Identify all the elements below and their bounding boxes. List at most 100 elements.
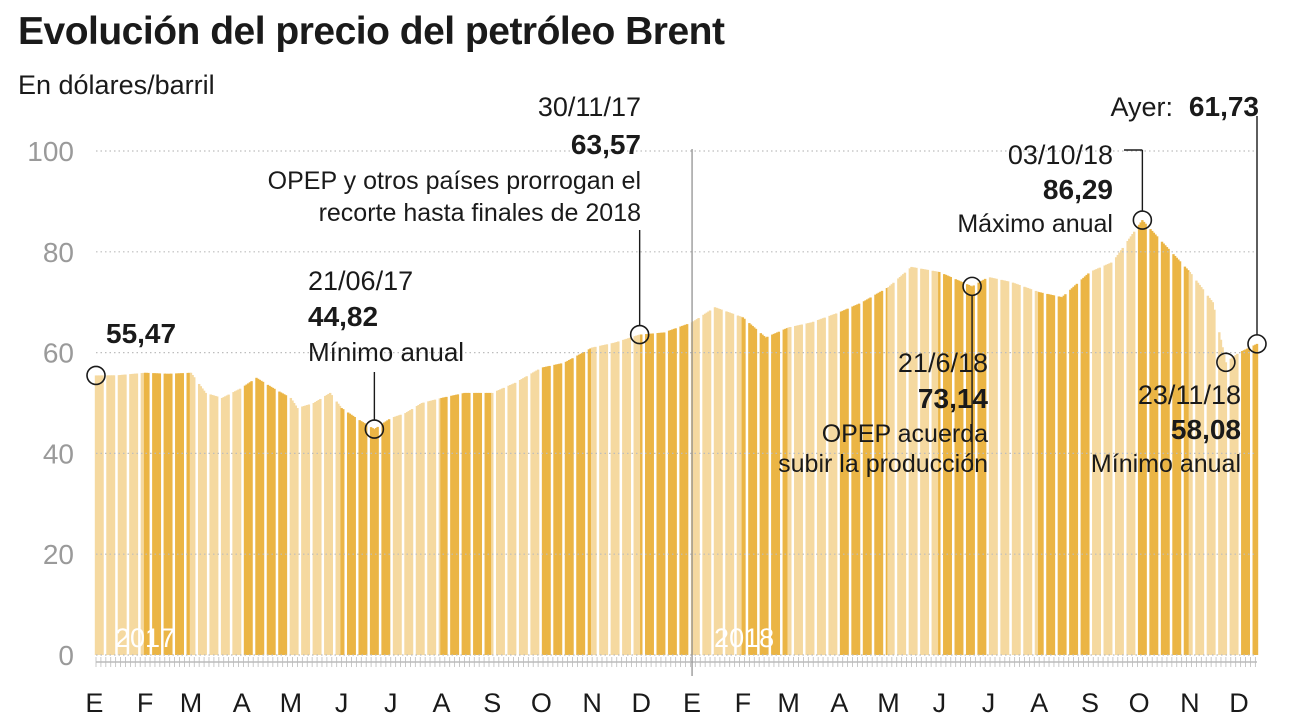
price-bar [509,385,512,655]
price-bar [776,332,779,655]
price-bar [1070,288,1074,655]
price-bar [1206,295,1210,655]
price-bar [271,387,275,655]
price-bar [1003,280,1007,655]
price-bar [1178,261,1182,655]
month-label: N [582,688,602,718]
price-bar [579,353,582,655]
price-bar [433,399,437,655]
price-bar [1093,269,1097,655]
price-bar [774,333,777,655]
price-bar [466,392,469,655]
price-bar [569,359,573,655]
price-bar [910,266,913,655]
annotation-value: 55,47 [106,318,176,349]
price-bar [795,325,799,655]
price-bar [900,275,903,655]
price-bar [1219,339,1223,655]
price-bar [1254,344,1257,655]
price-bar [289,397,293,655]
price-bar [590,347,594,655]
price-bar [387,419,391,655]
price-bar [386,420,389,655]
price-bar [947,276,951,655]
price-bar [1131,234,1134,655]
price-bar [943,274,946,655]
price-bar [1154,234,1157,655]
price-bar [455,394,458,655]
month-label: J [335,688,349,718]
price-bar [921,269,925,655]
price-bar [866,299,869,655]
price-bar [749,324,753,655]
price-bar [956,279,959,655]
y-tick-label: 60 [43,338,74,369]
price-bar [1234,355,1237,655]
price-bar [1152,232,1156,655]
price-bar [543,367,546,655]
price-bar [1213,309,1216,655]
price-bar [453,395,456,655]
price-bar [571,358,574,655]
price-bar [340,408,343,655]
price-bar [635,335,638,655]
price-bar [610,343,614,655]
price-bar [889,285,892,655]
price-bar [856,304,859,655]
price-bar [394,416,397,655]
price-bar [972,285,975,655]
price-bar [764,337,767,655]
price-bar [99,375,103,655]
price-bar [566,360,569,655]
annotation-text: subir la producción [778,450,988,478]
price-bar [1015,283,1018,655]
price-bar [898,277,902,655]
price-bar [1129,236,1133,655]
price-bar [291,400,294,655]
price-bar [248,382,252,655]
price-bar [147,372,150,655]
price-bar [852,305,856,655]
price-bar [111,375,114,655]
price-bar [615,341,618,655]
price-bar [577,354,581,655]
chart-title: Evolución del precio del petróleo Brent [18,10,725,53]
price-bar [1105,264,1108,655]
month-label: N [1180,688,1200,718]
price-bar [152,373,155,655]
price-bar [193,377,196,655]
price-bar [337,403,340,655]
price-bar [307,404,311,655]
price-bar [1096,268,1100,655]
price-bar [1245,348,1249,655]
price-bar [789,327,792,655]
price-bar [312,403,315,655]
price-bar [879,291,882,655]
price-bar [726,311,730,655]
month-label: M [280,688,303,718]
price-bar [672,328,676,655]
price-bar [594,346,597,655]
price-bar [823,317,826,655]
price-bar [703,313,707,655]
price-bar [261,381,265,655]
price-bar [278,391,281,655]
annotation-text: Máximo anual [957,210,1113,238]
price-bar [798,324,802,655]
price-bar [188,372,191,655]
price-bar [992,278,995,655]
price-bar [633,336,636,655]
price-bar [1198,284,1201,655]
month-label: D [1229,688,1249,718]
price-bar [145,372,148,655]
price-bar [443,397,446,655]
price-bar [420,403,424,655]
price-bar [1244,349,1247,655]
price-bar [1036,291,1039,655]
price-bar [1190,274,1193,655]
price-bar [495,390,499,655]
y-tick-label: 20 [43,539,74,570]
price-bar [797,325,800,655]
price-bar [772,333,776,655]
price-bar [980,280,984,655]
